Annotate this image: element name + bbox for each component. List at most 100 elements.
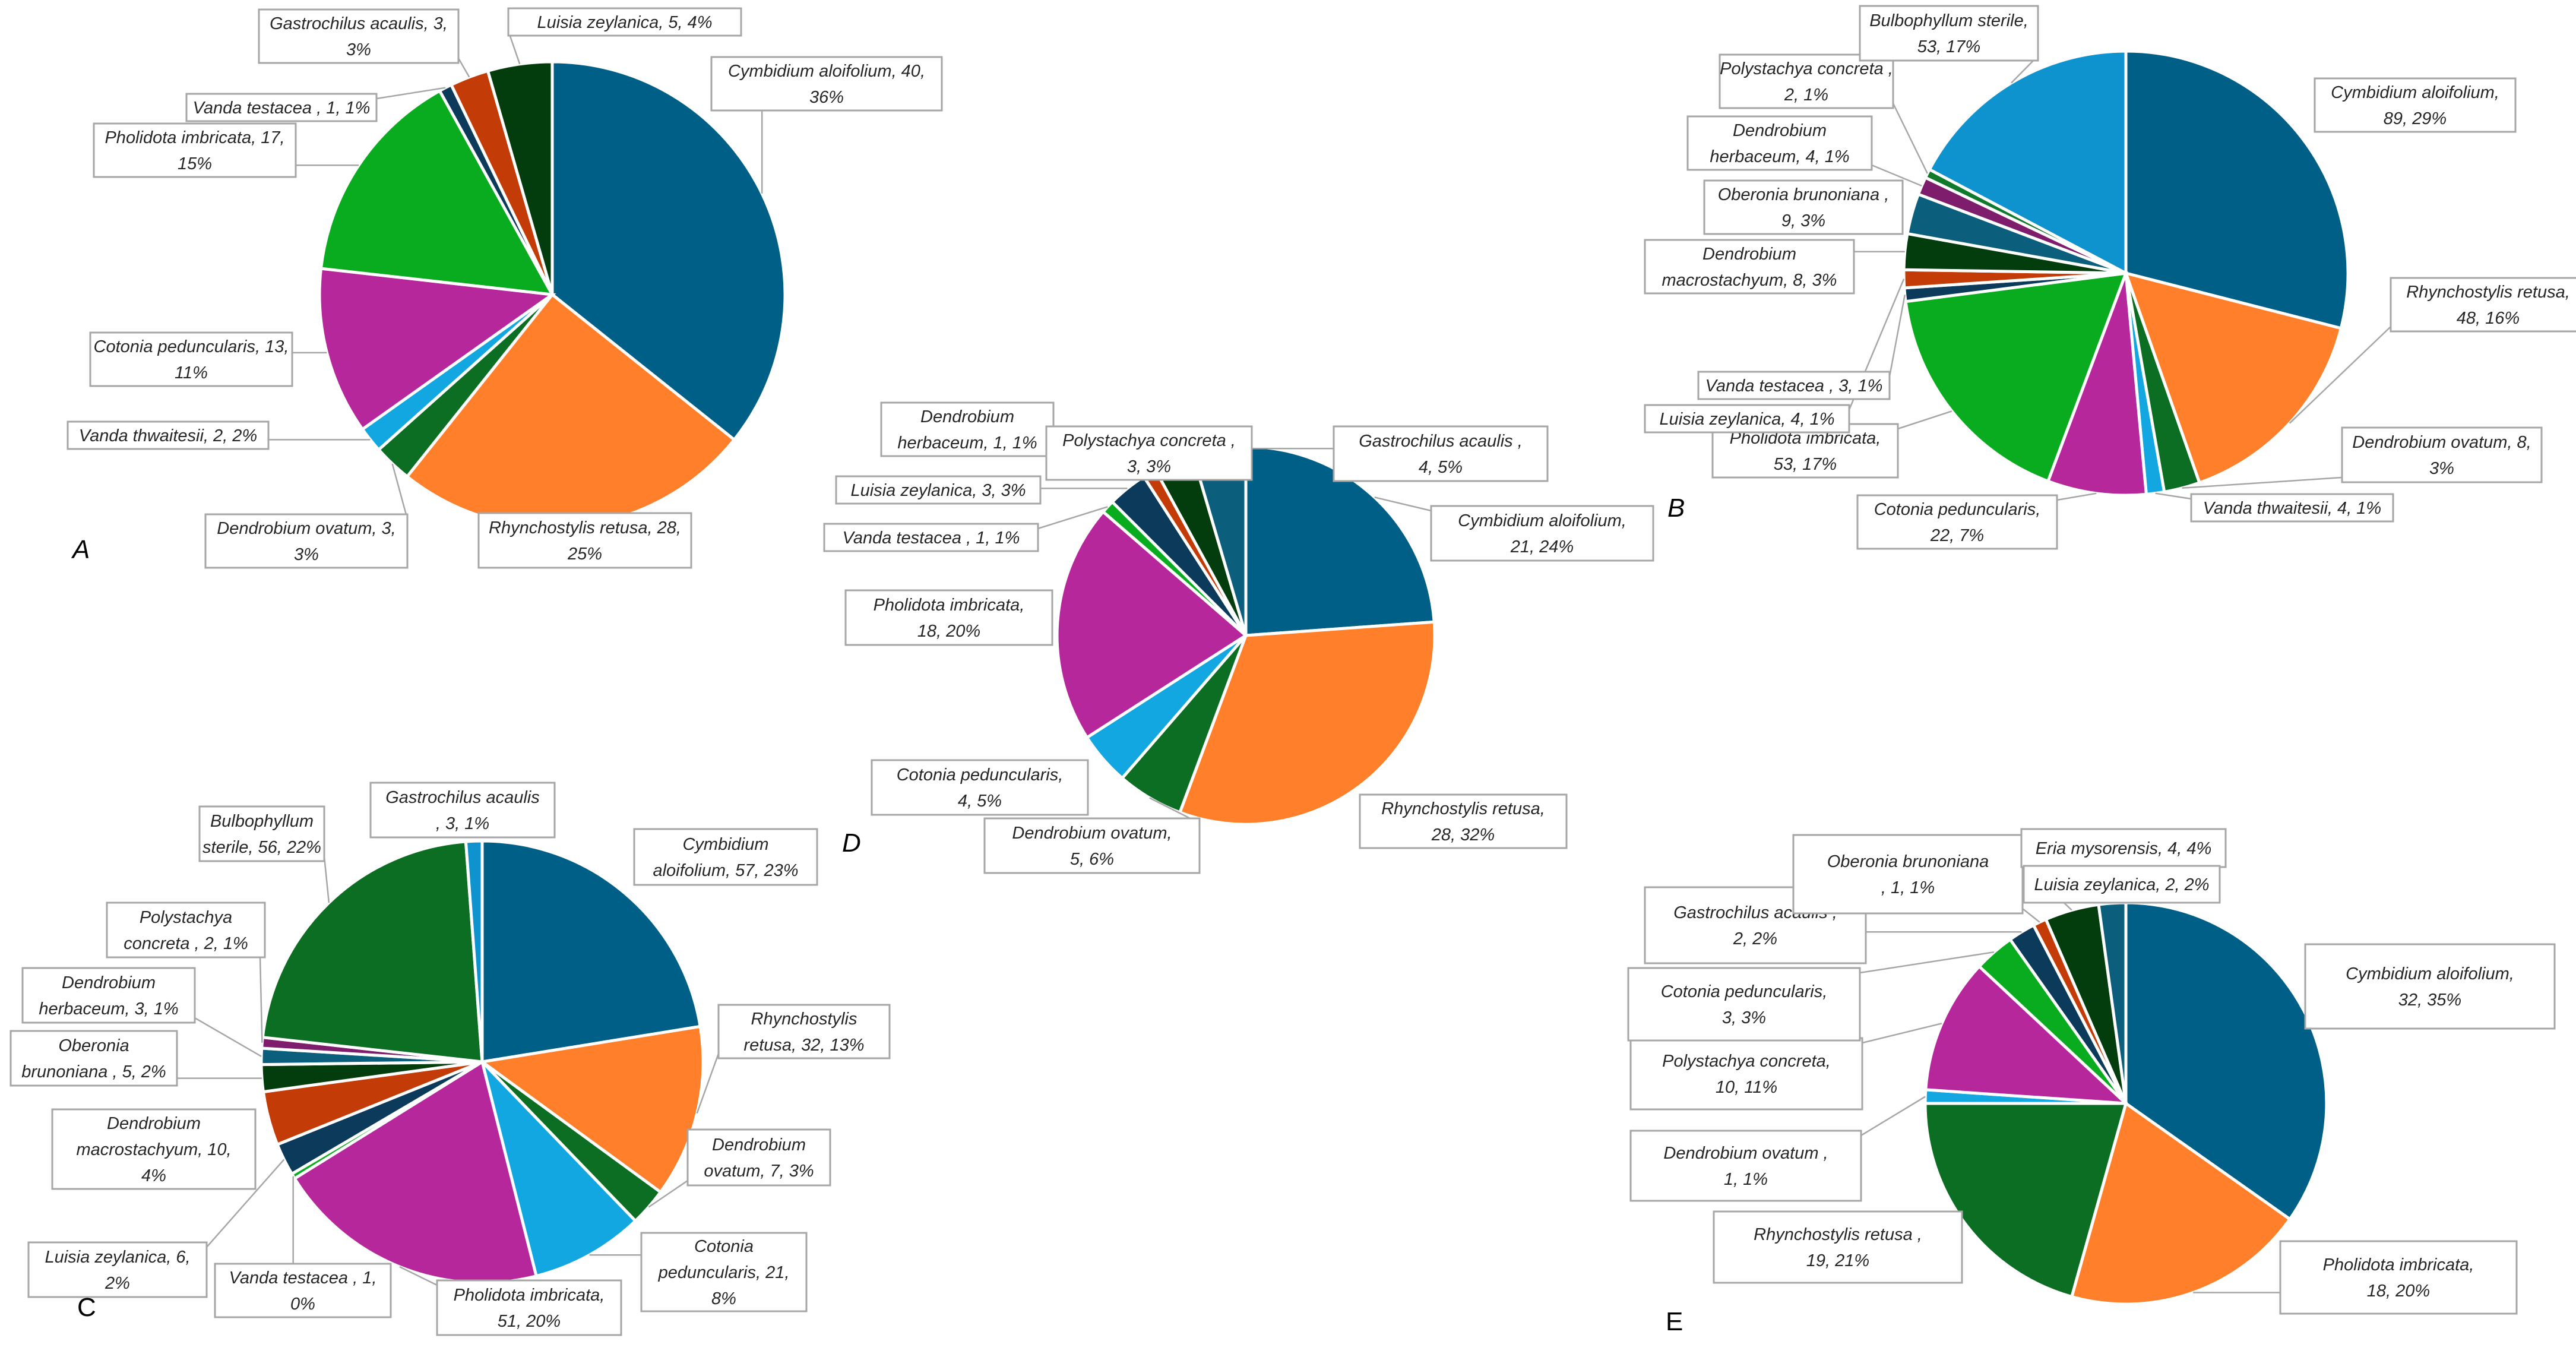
slice-gastrochilus-acaulis[interactable] [464, 839, 484, 1062]
leader-line-polystachya-concreta [1862, 1023, 1942, 1044]
slice-rhynchostylis-retusa[interactable] [1923, 1102, 2128, 1299]
data-label-dendrobium-macrostachyum: 4% [141, 1166, 166, 1185]
data-label-polystachya-concreta: concreta , 2, 1% [124, 934, 248, 953]
slice-rhynchostylis-retusa[interactable] [2124, 271, 2343, 485]
data-label-luisia-zeylanica: Luisia zeylanica, 2, 2% [2034, 875, 2210, 894]
data-label-cotonia-peduncularis: Cotonia [694, 1237, 754, 1256]
data-label-rhynchostylis-retusa: Rhynchostylis retusa , [1754, 1225, 1922, 1244]
slice-cotonia-peduncularis[interactable] [479, 1057, 638, 1278]
pie-chart-d: Cymbidium aloifolium, 21, 24% Rhynchostyli… [823, 401, 1654, 874]
slice-rhynchostylis-retusa[interactable] [1178, 620, 1436, 826]
data-label-pholidota-imbricata: 18, 20% [917, 622, 980, 641]
label-box-luisia-zeylanica [2023, 865, 2221, 904]
label-box-luisia-zeylanica [835, 475, 1042, 505]
data-label-rhynchostylis-retusa: 19, 21% [1806, 1251, 1869, 1270]
slice-cymbidium-aloifolium[interactable] [550, 60, 787, 442]
leader-line-vanda-testacea [376, 87, 446, 100]
slice-pholidota-imbricata[interactable] [1055, 510, 1249, 740]
data-label-cotonia-peduncularis: 11% [175, 363, 208, 382]
label-box-rhynchostylis-retusa [1713, 1210, 1963, 1284]
label-box-cymbidium-aloifolium [2314, 77, 2517, 133]
slice-rhynchostylis-retusa[interactable] [478, 1024, 705, 1194]
data-label-luisia-zeylanica: Luisia zeylanica, 4, 1% [1660, 410, 1835, 429]
label-box-luisia-zeylanica [1644, 404, 1850, 434]
leader-line-cotonia-peduncularis [1859, 951, 1995, 974]
slice-bulbophyllum-sterile[interactable] [261, 840, 484, 1064]
leader-line-dendrobium-ovatum [1860, 1096, 1926, 1137]
data-labels: Cymbidium aloifolium, 32, 35% Pholidota im… [1627, 828, 2556, 1315]
pie-chart-e: Cymbidium aloifolium, 32, 35% Pholidota im… [1627, 828, 2556, 1336]
data-label-dendrobium-macrostachyum: Dendrobium [107, 1114, 201, 1133]
data-label-vanda-testacea: Vanda testacea , 1, 1% [193, 99, 371, 118]
data-label-cymbidium-aloifolium: Cymbidium aloifolium, [2331, 83, 2499, 102]
data-label-oberonia-brunoniana: Oberonia [58, 1036, 129, 1055]
label-box-gastrochilus-acaulis [369, 782, 556, 839]
pie-slices [318, 60, 787, 529]
slice-luisia-zeylanica[interactable] [486, 60, 554, 295]
label-box-cotonia-peduncularis [1627, 967, 1861, 1042]
leader-line-polystachya-concreta [259, 957, 263, 1043]
data-label-rhynchostylis-retusa: retusa, 32, 13% [743, 1036, 864, 1055]
pie-slices [260, 839, 705, 1285]
data-label-cotonia-peduncularis: 8% [711, 1289, 736, 1308]
pie-slices [1923, 901, 2328, 1306]
slice-pholidota-imbricata[interactable] [319, 88, 555, 297]
data-labels: Cymbidium aloifolium, 40, 36% Rhynchostyli… [67, 7, 943, 569]
label-box-dendrobium-herbaceum [1686, 115, 1873, 171]
data-label-cotonia-peduncularis: Cotonia peduncularis, [1874, 500, 2041, 519]
data-label-dendrobium-herbaceum: Dendrobium [62, 973, 156, 992]
slice-cotonia-peduncularis[interactable] [2046, 273, 2148, 497]
leader-line-vanda-testacea [1037, 506, 1108, 530]
label-box-dendrobium-ovatum [983, 817, 1201, 874]
slice-cymbidium-aloifolium[interactable] [480, 839, 702, 1064]
data-label-cymbidium-aloifolium: 89, 29% [2384, 109, 2447, 128]
data-label-pholidota-imbricata: 53, 17% [1774, 455, 1837, 474]
label-box-cymbidium-aloifolium [710, 56, 943, 112]
data-label-pholidota-imbricata: Pholidota imbricata, [2323, 1255, 2474, 1274]
data-label-polystachya-concreta: 3, 3% [1127, 457, 1171, 476]
label-box-vanda-testacea [214, 1263, 392, 1318]
leader-line-polystachya-concreta [1892, 103, 1928, 174]
label-box-pholidota-imbricata [93, 122, 297, 178]
leader-lines [177, 856, 720, 1286]
data-label-polystachya-concreta: Polystachya concreta, [1662, 1052, 1831, 1071]
data-label-vanda-testacea: Vanda testacea , 3, 1% [1705, 377, 1883, 396]
panel-label-a: A [71, 535, 90, 564]
slice-cymbidium-aloifolium[interactable] [1244, 445, 1436, 637]
label-box-cotonia-peduncularis [640, 1232, 808, 1312]
data-label-rhynchostylis-retusa: Rhynchostylis [751, 1010, 857, 1029]
data-label-dendrobium-herbaceum: herbaceum, 4, 1% [1710, 147, 1849, 166]
pie-chart-b: Cymbidium aloifolium, 89, 29% Rhynchostyli… [1644, 5, 2576, 550]
data-label-oberonia-brunoniana: Oberonia brunoniana , [1718, 185, 1890, 204]
leader-line-cotonia-peduncularis [2056, 492, 2097, 501]
slice-bulbophyllum-sterile[interactable] [1927, 49, 2128, 276]
slice-cotonia-peduncularis[interactable] [318, 267, 556, 432]
slice-pholidota-imbricata[interactable] [1904, 271, 2128, 483]
label-box-pholidota-imbricata [436, 1279, 622, 1336]
data-label-polystachya-concreta: Polystachya concreta , [1062, 431, 1236, 450]
leader-line-cymbidium-aloifolium [1374, 496, 1432, 512]
slice-pholidota-imbricata[interactable] [2069, 1100, 2292, 1306]
leader-line-dendrobium-herbaceum [194, 1017, 262, 1057]
data-label-dendrobium-ovatum: Dendrobium ovatum, [1012, 824, 1172, 843]
label-box-vanda-thwaitesii [2190, 493, 2394, 523]
data-labels: Cymbidium aloifolium, 89, 29% Rhynchostyli… [1644, 5, 2576, 550]
data-label-cotonia-peduncularis: peduncularis, 21, [658, 1263, 790, 1282]
data-label-dendrobium-herbaceum: herbaceum, 3, 1% [39, 999, 178, 1018]
data-label-dendrobium-ovatum: 3% [294, 545, 319, 564]
slice-cymbidium-aloifolium[interactable] [2124, 49, 2350, 330]
slice-cymbidium-aloifolium[interactable] [2124, 901, 2328, 1222]
label-box-dendrobium-ovatum [204, 513, 409, 569]
label-box-rhynchostylis-retusa [1359, 793, 1568, 849]
label-box-vanda-testacea [185, 93, 378, 122]
data-label-cotonia-peduncularis: 22, 7% [1930, 526, 1984, 545]
data-labels: Cymbidium aloifolium, 21, 24% Rhynchostyli… [823, 401, 1654, 874]
data-label-gastrochilus-acaulis: 2, 2% [1733, 929, 1777, 948]
panel-label-d: D [842, 828, 861, 858]
data-label-rhynchostylis-retusa: Rhynchostylis retusa, 28, [489, 518, 681, 537]
leader-lines [268, 30, 763, 520]
leader-line-oberonia-brunoniana [2022, 908, 2040, 923]
data-label-dendrobium-ovatum: ovatum, 7, 3% [704, 1162, 814, 1181]
data-label-rhynchostylis-retusa: 25% [567, 545, 602, 564]
label-box-cotonia-peduncularis [89, 331, 293, 387]
